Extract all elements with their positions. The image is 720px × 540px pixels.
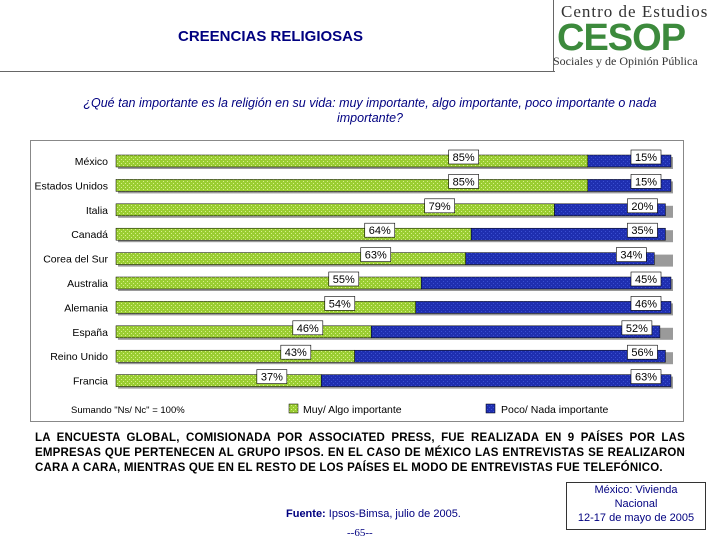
survey-info-box: México: Vivienda Nacional 12-17 de mayo …: [566, 482, 706, 530]
bar-not-important-alemania: [415, 301, 672, 314]
data-label-not-important-espana: 52%: [626, 323, 648, 335]
category-label-corea-del-sur: Corea del Sur: [43, 254, 108, 266]
data-label-important-australia: 55%: [333, 274, 355, 286]
data-label-important-italia: 79%: [429, 201, 451, 213]
logo-line1: Centro de Estudios: [561, 2, 709, 21]
page-number: --65--: [347, 527, 373, 539]
data-label-box-important-canada: [364, 222, 396, 238]
bar-important-estados-unidos: [115, 179, 588, 192]
bar-important-alemania: [115, 301, 416, 314]
bar-not-important-francia: [321, 374, 672, 387]
info-line1: México: Vivienda: [594, 484, 678, 496]
data-label-important-canada: 64%: [369, 225, 391, 237]
survey-description: LA ENCUESTA GLOBAL, COMISIONADA POR ASSO…: [35, 432, 685, 474]
bar-important-italia: [115, 203, 555, 217]
bar-important-espana: [115, 325, 372, 339]
data-label-important-francia: 37%: [261, 372, 283, 384]
bar-not-important-canada: [470, 227, 666, 241]
legend-label-important: Muy/ Algo importante: [303, 404, 402, 416]
bar-important-canada: [115, 227, 472, 241]
bar-not-important-reino-unido: [354, 349, 666, 363]
category-label-canada: Canadá: [71, 229, 108, 241]
info-line3: 12-17 de mayo de 2005: [577, 512, 695, 524]
data-label-box-important-francia: [256, 369, 288, 384]
logo-divider: [553, 0, 554, 72]
data-label-box-not-important-espana: [621, 320, 653, 336]
legend-swatch-not-important: [485, 403, 496, 414]
category-label-australia: Australia: [67, 278, 108, 290]
data-label-not-important-corea-del-sur: 34%: [620, 250, 642, 262]
data-label-box-important-mexico: [448, 149, 479, 165]
data-label-not-important-canada: 35%: [631, 225, 653, 237]
bar-important-mexico: [115, 154, 588, 168]
bar-not-important-australia: [421, 276, 672, 290]
bar-important-australia: [115, 276, 422, 290]
legend-swatch-important: [288, 403, 299, 414]
header-divider: [0, 71, 555, 72]
category-label-mexico: México: [75, 156, 108, 168]
data-label-box-important-australia: [328, 271, 360, 287]
data-label-box-not-important-canada: [627, 222, 658, 238]
data-label-box-not-important-alemania: [630, 296, 662, 311]
data-label-important-alemania: 54%: [329, 298, 351, 310]
survey-question: ¿Qué tan importante es la religión en su…: [83, 96, 657, 125]
category-label-francia: Francia: [73, 376, 108, 388]
chart-note: Sumando "Ns/ Nc" = 100%: [71, 405, 185, 416]
bar-important-francia: [115, 374, 322, 387]
data-label-box-not-important-australia: [630, 271, 662, 287]
data-label-box-important-estados-unidos: [448, 174, 479, 189]
source-text: Ipsos-Bimsa, julio de 2005.: [328, 508, 461, 520]
chart-container: México 85% 15% Estados Unidos 85% 15% Italia 79…: [30, 140, 684, 422]
data-label-not-important-australia: 45%: [635, 274, 657, 286]
data-label-box-important-corea-del-sur: [360, 247, 392, 262]
page-title: CREENCIAS RELIGIOSAS: [178, 28, 364, 45]
data-label-not-important-alemania: 46%: [635, 298, 657, 310]
category-label-italia: Italia: [86, 205, 108, 217]
logo-line3: Sociales y de Opinión Pública: [553, 54, 698, 68]
bar-important-reino-unido: [115, 349, 355, 363]
data-label-box-not-important-corea-del-sur: [616, 247, 647, 262]
data-label-box-important-italia: [424, 198, 455, 214]
data-label-important-mexico: 85%: [453, 152, 475, 164]
data-label-box-not-important-mexico: [630, 149, 662, 165]
data-label-not-important-reino-unido: 56%: [631, 347, 653, 359]
cesop-logo: Centro de Estudios CESOP Sociales y de O…: [553, 2, 718, 72]
data-label-box-important-alemania: [324, 296, 356, 311]
data-label-box-not-important-francia: [630, 369, 662, 384]
data-label-important-estados-unidos: 85%: [453, 176, 475, 188]
category-label-reino-unido: Reino Unido: [50, 351, 108, 363]
legend-label-not-important: Poco/ Nada importante: [501, 404, 609, 416]
data-label-important-corea-del-sur: 63%: [365, 250, 387, 262]
category-label-estados-unidos: Estados Unidos: [34, 180, 108, 192]
category-label-alemania: Alemania: [64, 302, 108, 314]
data-label-not-important-italia: 20%: [631, 201, 653, 213]
data-label-not-important-estados-unidos: 15%: [635, 176, 657, 188]
category-label-espana: España: [72, 327, 108, 339]
data-label-box-not-important-italia: [627, 198, 658, 214]
data-label-not-important-francia: 63%: [635, 372, 657, 384]
bar-not-important-corea-del-sur: [465, 252, 655, 265]
data-label-not-important-mexico: 15%: [635, 152, 657, 164]
source-label: Fuente:: [286, 508, 326, 520]
info-line2: Nacional: [614, 498, 658, 510]
data-label-box-not-important-estados-unidos: [630, 174, 662, 189]
data-label-box-not-important-reino-unido: [627, 344, 658, 360]
data-label-box-important-espana: [292, 320, 324, 336]
source-note: Fuente: Ipsos-Bimsa, julio de 2005.: [286, 508, 461, 520]
data-label-important-reino-unido: 43%: [285, 347, 307, 359]
data-label-important-espana: 46%: [297, 323, 319, 335]
bar-not-important-espana: [371, 325, 661, 339]
stacked-bar-chart: México 85% 15% Estados Unidos 85% 15% Italia 79…: [34, 149, 673, 416]
bar-important-corea-del-sur: [115, 252, 466, 265]
data-label-box-important-reino-unido: [280, 344, 312, 360]
logo-wordmark: CESOP: [557, 17, 686, 59]
